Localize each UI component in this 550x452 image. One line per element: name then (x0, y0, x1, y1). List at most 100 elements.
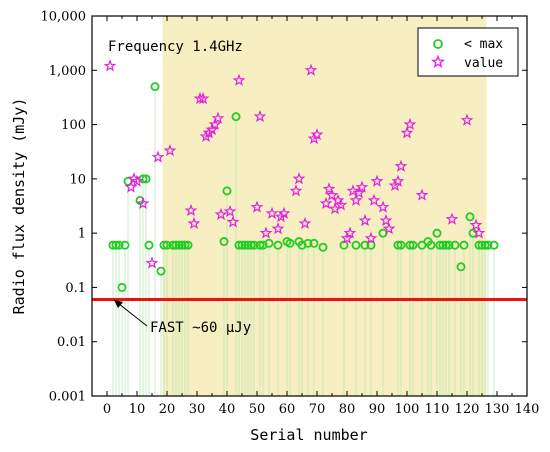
value-point (472, 226, 486, 239)
max-point (222, 186, 232, 196)
legend-label-max: < max (464, 37, 503, 52)
y-tick-label: 1,000 (49, 64, 86, 79)
y-tick-label: 1 (78, 227, 86, 242)
max-point (435, 240, 445, 250)
value-point (277, 206, 291, 219)
max-point (450, 240, 460, 250)
max-point (408, 240, 418, 250)
max-point (360, 240, 370, 250)
x-tick-label: 50 (249, 402, 266, 417)
max-point (117, 282, 127, 292)
value-point (415, 188, 429, 201)
x-tick-label: 140 (515, 402, 540, 417)
value-point (460, 113, 474, 126)
max-point (489, 240, 499, 250)
max-point (243, 240, 253, 250)
max-point (171, 240, 181, 250)
value-point (343, 226, 357, 239)
value-point (304, 63, 318, 76)
value-point (379, 213, 393, 227)
max-point (309, 238, 319, 248)
value-point (265, 206, 279, 219)
value-point (340, 231, 354, 244)
max-point (120, 240, 130, 250)
max-point (249, 240, 259, 250)
max-point (162, 240, 172, 250)
value-point (226, 215, 240, 228)
value-point (103, 59, 117, 72)
value-point (358, 213, 372, 227)
max-point (432, 228, 442, 238)
value-point (274, 210, 288, 223)
points-group (103, 59, 499, 292)
x-tick-label: 30 (189, 402, 206, 417)
max-point (465, 212, 475, 222)
value-point (130, 174, 144, 187)
x-ticks-group: 0 10 20 30 40 50 60 70 80 90 100 110 120 130 140 (103, 16, 540, 417)
legend-box (417, 27, 519, 77)
value-point (370, 174, 384, 187)
value-point (469, 218, 483, 231)
value-point (289, 184, 303, 197)
y-tick-label: 0.01 (57, 335, 86, 350)
max-point (477, 240, 487, 250)
value-point (376, 200, 390, 213)
x-tick-label: 110 (425, 402, 450, 417)
value-point (325, 188, 339, 201)
value-point (208, 117, 222, 131)
max-point (168, 240, 178, 250)
value-point (403, 117, 417, 131)
y-ticks-group: 0.001 0.01 0.1 1 10 100 1,000 10,000 (41, 10, 527, 405)
value-point (400, 126, 414, 139)
value-point (331, 193, 345, 206)
value-point (145, 256, 159, 269)
max-point (255, 240, 265, 250)
max-point (366, 240, 376, 250)
max-point (393, 240, 403, 250)
value-point (391, 174, 405, 187)
max-point (180, 240, 190, 250)
x-tick-label: 60 (279, 402, 296, 417)
max-point (438, 240, 448, 250)
x-tick-label: 70 (309, 402, 326, 417)
max-point (426, 240, 436, 250)
value-point (214, 207, 228, 220)
fast-arrow-head (114, 300, 123, 308)
value-point (355, 180, 369, 193)
value-point (349, 193, 363, 206)
x-tick-label: 20 (159, 402, 176, 417)
y-tick-label: 0.1 (65, 281, 86, 296)
max-point (150, 82, 160, 92)
max-point (156, 266, 166, 276)
max-point (177, 240, 187, 250)
max-point (144, 240, 154, 250)
fast-annotation: FAST ~60 μJy (113, 299, 251, 336)
max-point (405, 240, 415, 250)
stems-group (112, 90, 495, 396)
max-point (285, 238, 295, 248)
fast-label: FAST ~60 μJy (150, 320, 251, 336)
max-point (174, 240, 184, 250)
value-point (205, 123, 219, 136)
max-point (273, 240, 283, 250)
value-point (322, 182, 336, 195)
y-tick-label: 0.001 (49, 390, 86, 405)
max-point (318, 242, 328, 252)
max-point (108, 240, 118, 250)
value-point (298, 216, 312, 230)
plot-frame (91, 15, 528, 397)
value-point (394, 159, 408, 172)
value-point (136, 196, 150, 210)
y-axis-label: Radio flux density (mJy) (10, 98, 28, 315)
max-point (474, 240, 484, 250)
y-tick-label: 10,000 (41, 10, 87, 25)
y-tick-label: 100 (61, 118, 86, 133)
value-point (163, 143, 177, 157)
value-point (445, 212, 459, 225)
value-point (334, 198, 348, 211)
max-point (396, 240, 406, 250)
value-point (382, 222, 396, 235)
y-tick-label: 10 (69, 172, 86, 187)
x-axis-label: Serial number (250, 426, 367, 444)
legend-marker-max (433, 39, 443, 49)
